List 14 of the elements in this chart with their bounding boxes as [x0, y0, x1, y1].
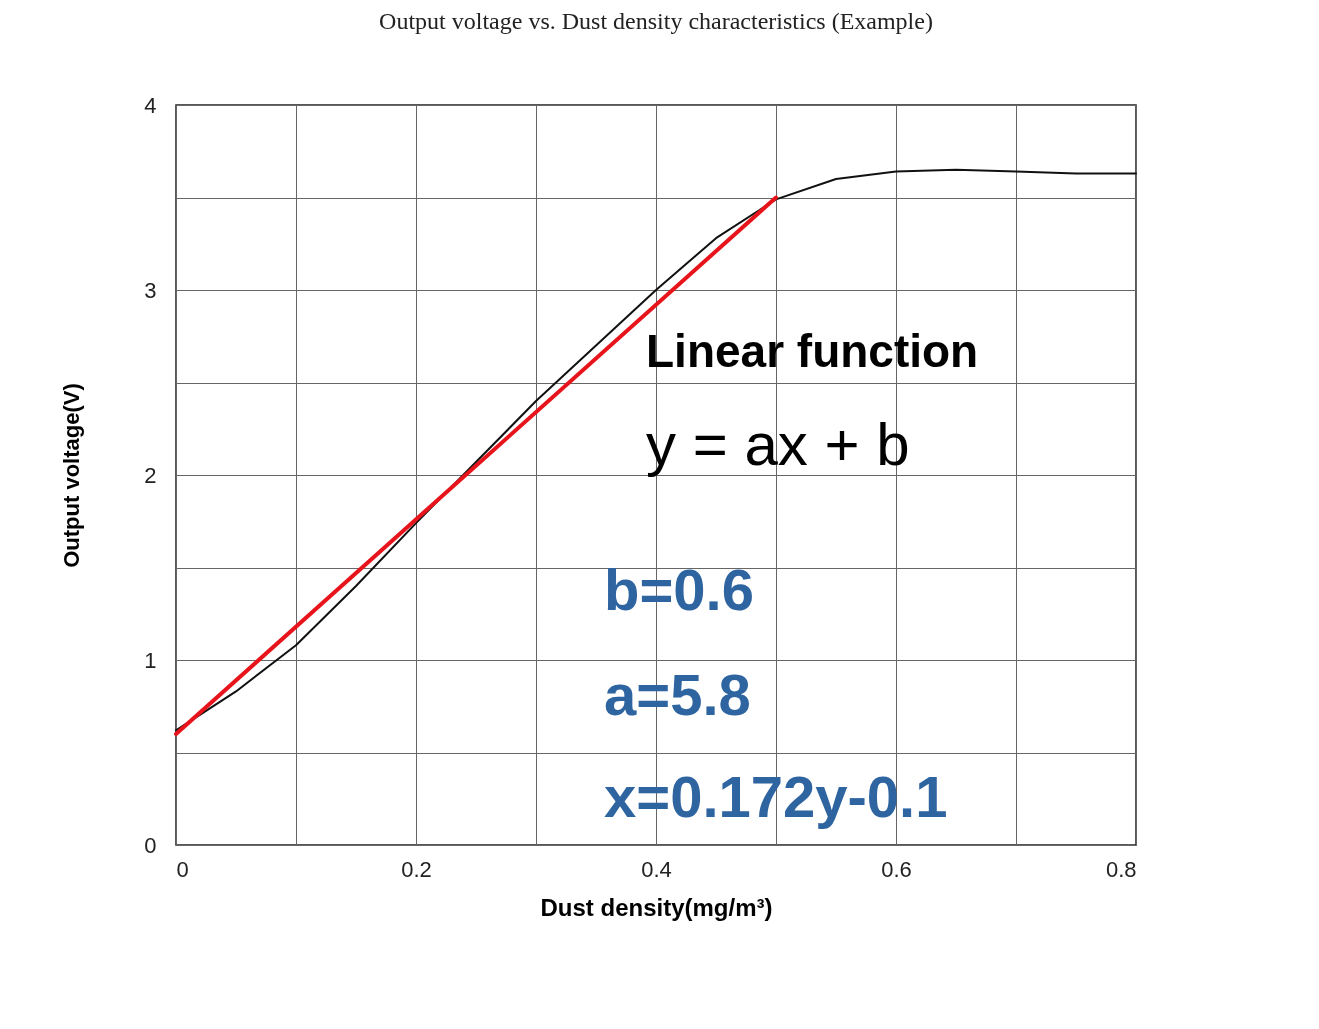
y-tick-label: 1 — [144, 647, 157, 673]
x-tick-label: 0.6 — [881, 856, 912, 882]
y-tick-label: 2 — [144, 462, 157, 488]
x-tick-label: 0.8 — [1105, 856, 1137, 882]
line-series — [175, 168, 1137, 732]
x-tick-label: 0 — [176, 856, 189, 882]
y-tick-label: 3 — [144, 277, 157, 303]
x-axis-title: Dust density(mg/m³) — [540, 893, 773, 921]
y-tick-label: 4 — [144, 92, 157, 118]
x-tick-label: 0.4 — [641, 856, 672, 882]
y-tick-label: 0 — [144, 832, 157, 858]
y-axis-title: Output voltage(V) — [59, 383, 85, 568]
x-tick-label: 0.2 — [401, 856, 432, 882]
chart-title: Output voltage vs. Dust density characteristics (Example) — [379, 8, 933, 34]
